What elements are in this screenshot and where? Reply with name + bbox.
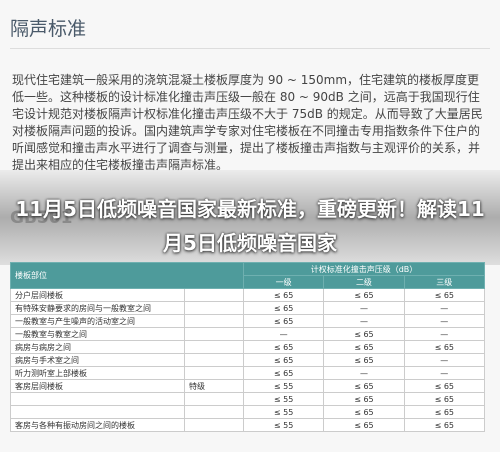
table-cell: ≤ 65 xyxy=(403,405,486,419)
table-cell: — xyxy=(403,353,486,367)
overlay-title: 11月5日低频噪音国家最新标准，重磅更新！解读11月5日低频噪音国家 xyxy=(15,197,485,255)
table-cell: ≤ 65 xyxy=(323,340,405,354)
table-cell: ≤ 65 xyxy=(323,327,405,341)
table-cell: — xyxy=(403,366,486,380)
table-cell xyxy=(184,366,244,380)
header-cell: 二级 xyxy=(323,275,405,289)
table-cell xyxy=(184,340,244,354)
table-cell xyxy=(10,392,185,406)
table-cell: 客房与各种有振动房间之间的楼板 xyxy=(10,418,185,432)
table-cell: ≤ 65 xyxy=(323,379,405,393)
table-cell: ≤ 65 xyxy=(323,405,405,419)
header-cell: 三级 xyxy=(403,275,486,289)
table-cell xyxy=(184,392,244,406)
table-cell: 病房与病房之间 xyxy=(10,340,185,354)
table-cell: 分户层间楼板 xyxy=(10,288,185,302)
table-cell: ≤ 65 xyxy=(323,288,405,302)
table-cell: — xyxy=(323,366,405,380)
header-cell: 计权标准化撞击声压级（dB） xyxy=(243,262,485,276)
header-cell: 楼板部位 xyxy=(10,262,244,289)
table-cell: ≤ 65 xyxy=(323,353,405,367)
table-cell xyxy=(184,288,244,302)
table-row: 分户层间楼板 ≤ 65 ≤ 65 ≤ 65 xyxy=(10,288,486,302)
table-cell xyxy=(184,353,244,367)
table-cell: 一般教室与产生噪声的活动室之间 xyxy=(10,314,185,328)
standard-code: GB501 xyxy=(10,208,73,228)
table-cell: ≤ 65 xyxy=(403,379,486,393)
table-row: 客房层间楼板 特级 ≤ 55 ≤ 65 ≤ 65 xyxy=(10,379,486,393)
table-cell: ≤ 55 xyxy=(242,392,325,406)
table-cell: ≤ 65 xyxy=(242,288,325,302)
header-cell: 一级 xyxy=(242,275,325,289)
table-cell xyxy=(184,327,244,341)
table-cell: ≤ 65 xyxy=(403,340,486,354)
table-cell: — xyxy=(323,301,405,315)
header-row: 一级 二级 三级 xyxy=(11,275,486,289)
table-cell: 病房与手术室之间 xyxy=(10,353,185,367)
table-cell: 有特殊安静要求的房间与一般教室之间 xyxy=(10,301,185,315)
table-cell: 客房层间楼板 xyxy=(10,379,185,393)
table-cell: ≤ 65 xyxy=(403,288,486,302)
table-cell: 听力测听室上部楼板 xyxy=(10,366,185,380)
table-cell: ≤ 65 xyxy=(323,418,405,432)
table-cell: — xyxy=(323,314,405,328)
page-title: 隔声标准 xyxy=(10,18,87,40)
table-row: 病房与手术室之间 ≤ 65 ≤ 65— xyxy=(10,353,486,367)
table-cell: ≤ 65 xyxy=(242,366,325,380)
table-row: 一般教室与产生噪声的活动室之间 ≤ 65— — xyxy=(10,314,486,328)
table-cell: — xyxy=(403,327,486,341)
table-cell: ≤ 55 xyxy=(242,418,325,432)
table-cell: ≤ 65 xyxy=(242,301,325,315)
standard-table: 楼板部位 计权标准化撞击声压级（dB） 一级 二级 三级 分户层间楼板 ≤ 65 ≤ 6… xyxy=(10,262,486,432)
table-cell xyxy=(184,418,244,432)
table-row: 有特殊安静要求的房间与一般教室之间 ≤ 65— — xyxy=(10,301,486,315)
table-cell: — xyxy=(403,301,486,315)
table-cell xyxy=(10,405,185,419)
table-row: ≤ 55 ≤ 65 ≤ 65 xyxy=(10,405,486,419)
table-cell xyxy=(184,405,244,419)
table-cell: ≤ 65 xyxy=(242,314,325,328)
table-cell xyxy=(184,314,244,328)
table-row: 一般教室与教室之间 — ≤ 65— xyxy=(10,327,486,341)
table-cell: ≤ 65 xyxy=(403,418,486,432)
table-row: 客房与各种有振动房间之间的楼板 ≤ 55 ≤ 65 ≤ 65 xyxy=(10,418,486,432)
table-cell: ≤ 65 xyxy=(242,353,325,367)
table-cell: 特级 xyxy=(184,379,244,393)
paragraph: 现代住宅建筑一般采用的浇筑混凝土楼板厚度为 90 ~ 150mm，住宅建筑的楼板… xyxy=(12,73,483,172)
table-row: ≤ 55 ≤ 65 ≤ 65 xyxy=(10,392,486,406)
table-cell: ≤ 65 xyxy=(242,340,325,354)
table-row: 病房与病房之间 ≤ 65 ≤ 65 ≤ 65 xyxy=(10,340,486,354)
table-cell: — xyxy=(242,327,325,341)
table-cell: 一般教室与教室之间 xyxy=(10,327,185,341)
table-cell: ≤ 55 xyxy=(242,405,325,419)
header-row: 楼板部位 计权标准化撞击声压级（dB） xyxy=(10,262,485,289)
table-cell: ≤ 55 xyxy=(242,379,325,393)
divider xyxy=(10,48,490,49)
table-cell: ≤ 65 xyxy=(323,392,405,406)
overlay-band xyxy=(0,170,500,265)
table-row: 听力测听室上部楼板 ≤ 65— — xyxy=(10,366,486,380)
table-cell: ≤ 65 xyxy=(403,392,486,406)
table-cell xyxy=(184,301,244,315)
table-cell: — xyxy=(403,314,486,328)
